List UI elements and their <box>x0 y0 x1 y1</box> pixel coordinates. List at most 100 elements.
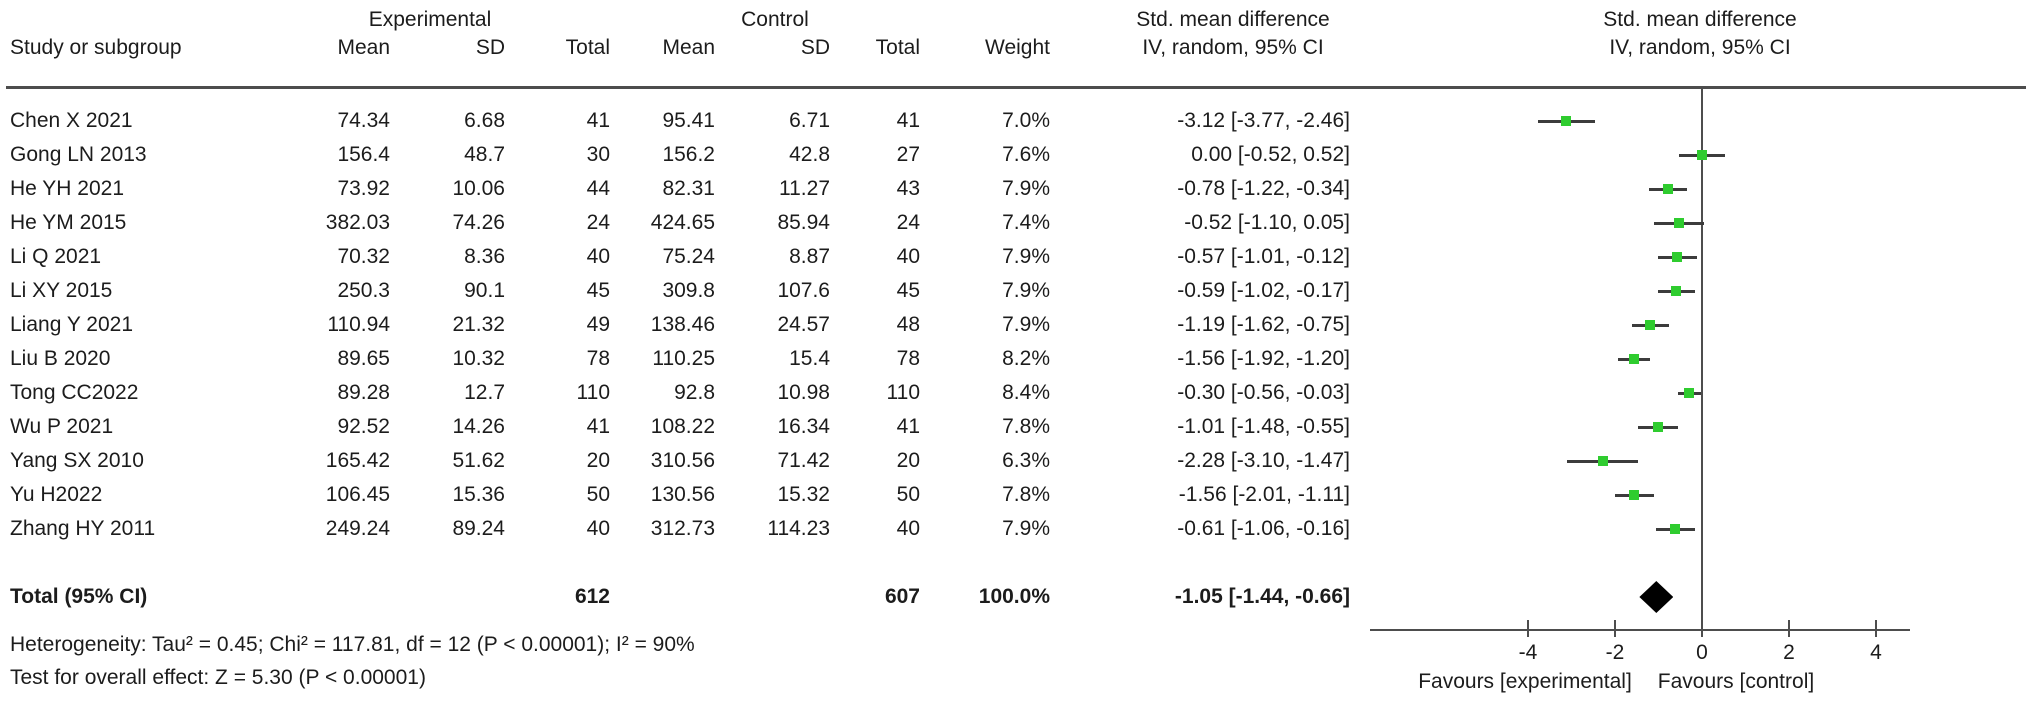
ctrl-mean-value: 82.31 <box>662 177 715 200</box>
ci-text: 0.00 [-0.52, 0.52] <box>1191 143 1350 166</box>
tick-label: -4 <box>1518 641 1538 664</box>
table-row: Liang Y 2021 110.94 21.32 49 138.46 24.57 48 7.… <box>0 308 1360 342</box>
header-separator-rule <box>6 86 2026 89</box>
ci-text: -1.56 [-2.01, -1.11] <box>1178 483 1350 506</box>
ctrl-sd-value: 15.4 <box>789 347 830 370</box>
table-row: He YM 2015 382.03 74.26 24 424.65 85.94 24 7.4%… <box>0 206 1360 240</box>
table-row: Liu B 2020 89.65 10.32 78 110.25 15.4 78 8.2% -1… <box>0 342 1360 376</box>
overall-effect-note: Test for overall effect: Z = 5.30 (P < 0… <box>10 666 426 689</box>
study-name: Wu P 2021 <box>10 415 114 438</box>
weight-value: 6.3% <box>1002 449 1050 472</box>
exp-mean-value: 250.3 <box>337 279 390 302</box>
ctrl-sd-value: 71.42 <box>777 449 830 472</box>
smd-marker <box>1697 150 1707 160</box>
group-header-control: Control <box>741 8 809 31</box>
exp-total-value: 30 <box>586 143 610 166</box>
column-header-study: Study or subgroup <box>10 36 182 59</box>
ctrl-total-value: 78 <box>896 347 920 370</box>
ctrl-mean-value: 312.73 <box>650 517 715 540</box>
plot-header-line2: IV, random, 95% CI <box>1609 36 1791 59</box>
ci-text: -1.19 [-1.62, -0.75] <box>1177 313 1350 336</box>
favours-control-label: Favours [control] <box>1657 670 1815 693</box>
weight-value: 7.8% <box>1002 415 1050 438</box>
table-row: Yang SX 2010 165.42 51.62 20 310.56 71.42 20 6.… <box>0 444 1360 478</box>
weight-value: 7.4% <box>1002 211 1050 234</box>
exp-mean-value: 156.4 <box>337 143 390 166</box>
ctrl-mean-value: 138.46 <box>650 313 715 336</box>
smd-marker <box>1629 490 1640 500</box>
total-label: Total (95% CI) <box>10 585 148 608</box>
exp-total-value: 20 <box>586 449 610 472</box>
exp-sd-value: 10.06 <box>452 177 505 200</box>
exp-total-value: 50 <box>586 483 610 506</box>
column-header-ctrl-sd: SD <box>800 36 830 59</box>
table-row: Li Q 2021 70.32 8.36 40 75.24 8.87 40 7.9% -0.57… <box>0 240 1360 274</box>
exp-total-value: 41 <box>586 415 610 438</box>
exp-sd-value: 74.26 <box>452 211 505 234</box>
ctrl-sd-value: 42.8 <box>789 143 830 166</box>
axis-tick-mark <box>1701 620 1703 637</box>
ctrl-sd-value: 114.23 <box>767 517 830 540</box>
weight-value: 7.9% <box>1002 279 1050 302</box>
weight-value: 8.2% <box>1002 347 1050 370</box>
smd-marker <box>1663 184 1674 194</box>
weight-value: 7.9% <box>1002 313 1050 336</box>
smd-marker <box>1672 252 1683 262</box>
ctrl-total-value: 50 <box>896 483 920 506</box>
ci-text: -0.78 [-1.22, -0.34] <box>1177 177 1350 200</box>
study-name: He YH 2021 <box>10 177 125 200</box>
smd-marker <box>1629 354 1640 364</box>
table-row: Li XY 2015 250.3 90.1 45 309.8 107.6 45 7.9% -0.… <box>0 274 1360 308</box>
exp-sd-value: 10.32 <box>452 347 505 370</box>
smd-marker <box>1671 286 1682 296</box>
ci-text: -0.57 [-1.01, -0.12] <box>1177 245 1350 268</box>
ctrl-mean-value: 424.65 <box>650 211 715 234</box>
favours-experimental-label: Favours [experimental] <box>1418 670 1632 693</box>
exp-sd-value: 8.36 <box>464 245 505 268</box>
exp-mean-value: 110.94 <box>327 313 390 336</box>
ctrl-sd-value: 8.87 <box>789 245 830 268</box>
study-name: Zhang HY 2011 <box>10 517 156 540</box>
ctrl-total-value: 20 <box>896 449 920 472</box>
exp-sd-value: 14.26 <box>452 415 505 438</box>
total-ctrl-total: 607 <box>884 585 920 608</box>
exp-mean-value: 106.45 <box>325 483 390 506</box>
ci-text: -0.52 [-1.10, 0.05] <box>1184 211 1350 234</box>
study-name: Tong CC2022 <box>10 381 139 404</box>
ci-text: -0.30 [-0.56, -0.03] <box>1177 381 1350 404</box>
exp-total-value: 41 <box>586 109 610 132</box>
ctrl-mean-value: 92.8 <box>674 381 715 404</box>
plot-header-line1: Std. mean difference <box>1603 8 1797 31</box>
exp-sd-value: 15.36 <box>452 483 505 506</box>
x-axis-line <box>1370 629 1910 631</box>
study-name: Li Q 2021 <box>10 245 102 268</box>
table-row: Gong LN 2013 156.4 48.7 30 156.2 42.8 27 7.6% 0.… <box>0 138 1360 172</box>
weight-value: 8.4% <box>1002 381 1050 404</box>
smd-marker <box>1683 388 1694 398</box>
column-header-ctrl-total: Total <box>875 36 920 59</box>
smd-marker <box>1645 320 1656 330</box>
ctrl-sd-value: 10.98 <box>777 381 830 404</box>
ctrl-sd-value: 16.34 <box>777 415 830 438</box>
study-name: Yu H2022 <box>10 483 103 506</box>
table-row: Yu H2022 106.45 15.36 50 130.56 15.32 50 7.8% -1… <box>0 478 1360 512</box>
ctrl-total-value: 40 <box>896 245 920 268</box>
exp-sd-value: 90.1 <box>464 279 505 302</box>
study-name: Chen X 2021 <box>10 109 133 132</box>
exp-sd-value: 21.32 <box>452 313 505 336</box>
weight-value: 7.9% <box>1002 517 1050 540</box>
axis-tick-mark <box>1875 620 1877 637</box>
exp-total-value: 40 <box>586 245 610 268</box>
zero-reference-line <box>1701 89 1703 630</box>
exp-total-value: 78 <box>586 347 610 370</box>
table-row: Wu P 2021 92.52 14.26 41 108.22 16.34 41 7.8% -1… <box>0 410 1360 444</box>
ctrl-sd-value: 24.57 <box>777 313 830 336</box>
ctrl-total-value: 43 <box>896 177 920 200</box>
smd-marker <box>1653 422 1664 432</box>
exp-total-value: 110 <box>576 381 610 404</box>
table-row: Chen X 2021 74.34 6.68 41 95.41 6.71 41 7.0% -3.… <box>0 104 1360 138</box>
exp-sd-value: 51.62 <box>452 449 505 472</box>
study-name: Liu B 2020 <box>10 347 111 370</box>
weight-value: 7.9% <box>1002 245 1050 268</box>
study-name: Gong LN 2013 <box>10 143 147 166</box>
